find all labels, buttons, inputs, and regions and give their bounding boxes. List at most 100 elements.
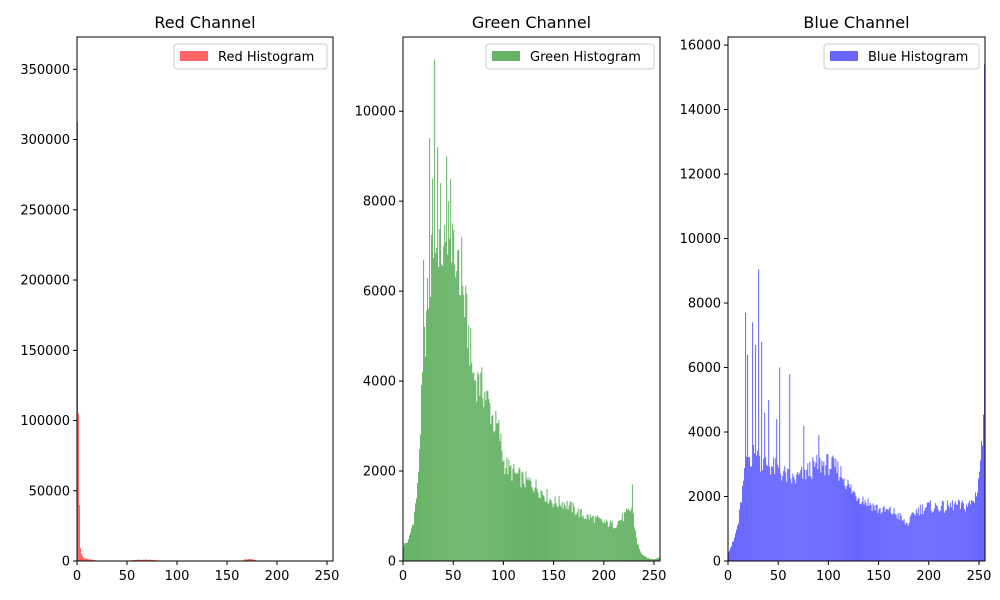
green-histogram-bar bbox=[406, 542, 408, 561]
green-histogram-bar bbox=[623, 512, 625, 561]
green-histogram-bar bbox=[490, 424, 492, 561]
blue-histogram-bar bbox=[743, 480, 745, 561]
blue-y-tick-label: 6000 bbox=[688, 361, 721, 376]
blue-histogram-bar bbox=[773, 457, 775, 561]
green-histogram-bar bbox=[589, 514, 591, 561]
red-histogram-bar bbox=[145, 559, 146, 561]
blue-histogram-bar bbox=[963, 509, 965, 561]
blue-histogram-bar bbox=[841, 477, 843, 561]
green-histogram-bar bbox=[597, 516, 599, 561]
blue-histogram-bar bbox=[960, 502, 962, 561]
blue-histogram-bar bbox=[870, 504, 872, 561]
green-histogram-bar bbox=[451, 262, 453, 561]
green-histogram-bar bbox=[518, 467, 520, 561]
green-histogram-bar bbox=[459, 295, 461, 561]
green-histogram-bar bbox=[611, 520, 613, 561]
blue-histogram-bar bbox=[865, 502, 867, 561]
blue-histogram-bar bbox=[951, 500, 953, 561]
green-y-tick-label: 10000 bbox=[355, 105, 396, 120]
green-histogram-bar bbox=[442, 265, 444, 561]
red-histogram-bar bbox=[254, 559, 255, 561]
blue-histogram-bar bbox=[825, 465, 827, 561]
blue-histogram-bar bbox=[762, 470, 764, 561]
blue-histogram-bar bbox=[905, 522, 907, 561]
blue-histogram-bar bbox=[776, 419, 778, 561]
blue-histogram-bar bbox=[738, 523, 740, 561]
blue-histogram-bar bbox=[802, 478, 804, 561]
green-histogram-bar bbox=[583, 519, 585, 561]
green-histogram-bar bbox=[469, 365, 471, 561]
blue-histogram-bar bbox=[745, 312, 747, 561]
blue-histogram-bar bbox=[817, 468, 819, 561]
green-histogram-bar bbox=[510, 464, 512, 561]
green-histogram-bar bbox=[610, 523, 612, 561]
green-histogram-bar bbox=[499, 441, 501, 561]
green-histogram-bar bbox=[650, 558, 652, 561]
green-histogram-bar bbox=[601, 521, 603, 561]
red-histogram-bar bbox=[135, 559, 136, 561]
blue-histogram-bar bbox=[764, 412, 766, 561]
red-y-tick-label: 100000 bbox=[20, 414, 70, 429]
blue-x-tick-label: 100 bbox=[816, 569, 841, 584]
green-histogram-bar bbox=[457, 250, 459, 561]
blue-histogram-bar bbox=[906, 523, 908, 561]
green-histogram-bar bbox=[616, 524, 618, 561]
blue-histogram-bar bbox=[851, 493, 853, 561]
green-histogram-bar bbox=[408, 539, 410, 561]
blue-channel-panel: Blue Channel 020004000600080001000012000… bbox=[680, 13, 992, 584]
green-histogram-bar bbox=[559, 504, 561, 561]
green-histogram-bar bbox=[599, 518, 601, 561]
green-histogram-bar bbox=[475, 380, 477, 561]
green-histogram-bar bbox=[473, 372, 475, 561]
red-histogram-bar bbox=[88, 559, 89, 561]
green-histogram-bar bbox=[587, 515, 589, 561]
blue-y-tick-label: 2000 bbox=[688, 490, 721, 505]
red-histogram-bar bbox=[82, 556, 83, 561]
green-histogram-bar bbox=[649, 559, 651, 561]
green-histogram-bar bbox=[418, 471, 420, 561]
blue-plot-frame bbox=[727, 36, 986, 562]
blue-histogram-bar bbox=[952, 510, 954, 561]
green-y-axis-ticks: 0 2000 4000 6000 8000 10000 bbox=[355, 105, 403, 570]
green-histogram-bar bbox=[569, 501, 571, 561]
red-y-tick-label: 0 bbox=[62, 555, 70, 570]
green-x-tick-label: 50 bbox=[445, 569, 462, 584]
green-histogram-bar bbox=[652, 559, 654, 561]
red-x-tick-label: 100 bbox=[165, 569, 190, 584]
green-channel-panel: Green Channel 0 2000 4000 6000 8000 10000 0 50… bbox=[355, 13, 667, 584]
green-histogram-bar bbox=[550, 500, 552, 561]
blue-histogram-bar bbox=[887, 510, 889, 561]
green-histogram-bar bbox=[440, 183, 442, 561]
blue-histogram-bar bbox=[964, 511, 966, 561]
blue-histogram-bar bbox=[901, 520, 903, 561]
red-y-tick-label: 350000 bbox=[20, 63, 70, 78]
blue-histogram-bar bbox=[834, 466, 836, 561]
blue-histogram-bar bbox=[907, 525, 909, 561]
green-x-tick-label: 150 bbox=[541, 569, 566, 584]
green-histogram-bar bbox=[445, 242, 447, 561]
green-histogram-bar bbox=[467, 348, 469, 561]
blue-histogram-bar bbox=[796, 474, 798, 561]
green-histogram-bar bbox=[506, 457, 508, 561]
blue-histogram-bar bbox=[754, 453, 756, 561]
green-histogram-bar bbox=[556, 506, 558, 561]
blue-histogram-bar bbox=[784, 466, 786, 561]
red-x-tick-label: 150 bbox=[215, 569, 240, 584]
green-histogram-bar bbox=[644, 556, 646, 561]
green-histogram-bar bbox=[503, 459, 505, 561]
green-histogram-bar bbox=[607, 527, 609, 561]
blue-histogram-bar bbox=[848, 483, 850, 561]
blue-histogram-bar bbox=[979, 460, 981, 561]
green-histogram-bar bbox=[443, 246, 445, 561]
blue-histogram-bar bbox=[882, 507, 884, 561]
green-histogram-bar bbox=[468, 325, 470, 561]
blue-histogram-bar bbox=[744, 467, 746, 561]
green-histogram-bar bbox=[458, 249, 460, 561]
green-histogram-bar bbox=[466, 293, 468, 561]
green-histogram-bar bbox=[438, 267, 440, 561]
green-x-tick-label: 200 bbox=[591, 569, 616, 584]
blue-histogram-bar bbox=[976, 492, 978, 561]
green-histogram-bar bbox=[514, 472, 516, 561]
blue-channel-title: Blue Channel bbox=[803, 13, 909, 32]
blue-histogram-bar bbox=[854, 492, 856, 561]
